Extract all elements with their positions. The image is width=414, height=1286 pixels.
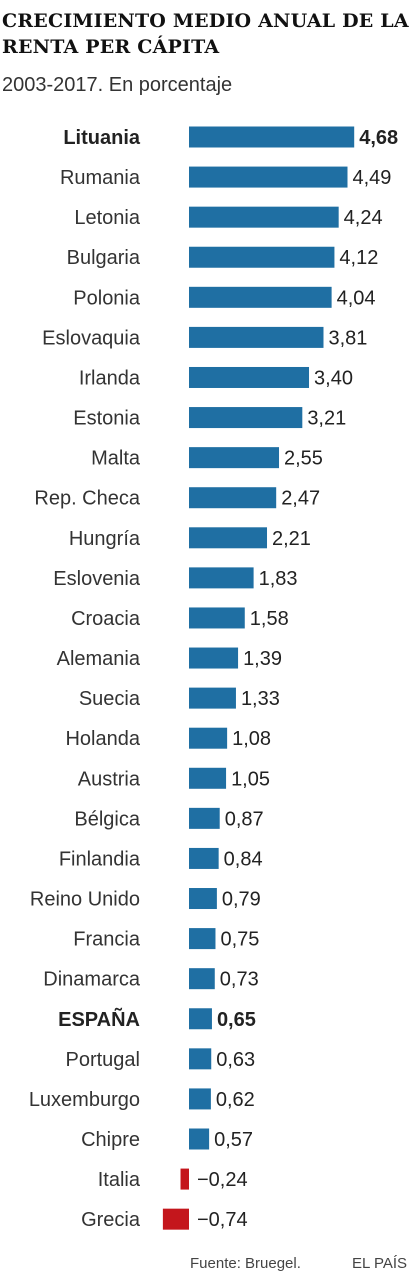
category-label-austria: Austria — [78, 768, 141, 790]
bar-austria — [189, 767, 227, 789]
value-label-belgica: 0,87 — [225, 808, 264, 830]
category-label-grecia: Grecia — [81, 1209, 141, 1231]
bar-holanda — [189, 727, 228, 749]
value-label-rep-checa: 2,47 — [281, 488, 320, 510]
chart-subtitle: 2003-2017. En porcentaje — [2, 74, 233, 96]
bar-portugal — [189, 1048, 212, 1070]
bar-francia — [189, 928, 216, 950]
bar-letonia — [189, 206, 339, 228]
bar-dinamarca — [189, 968, 215, 990]
category-label-bulgaria: Bulgaria — [67, 247, 141, 269]
source-note: Fuente: Bruegel. — [190, 1255, 301, 1272]
value-label-croacia: 1,58 — [250, 608, 289, 630]
category-label-luxemburgo: Luxemburgo — [29, 1089, 140, 1111]
category-label-holanda: Holanda — [65, 728, 140, 750]
value-label-malta: 2,55 — [284, 448, 323, 470]
value-label-lituania: 4,68 — [359, 127, 398, 149]
value-label-austria: 1,05 — [231, 768, 270, 790]
value-label-italia: −0,24 — [197, 1169, 248, 1191]
value-label-polonia: 4,04 — [337, 287, 376, 309]
value-label-chipre: 0,57 — [214, 1129, 253, 1151]
value-label-portugal: 0,63 — [216, 1049, 255, 1071]
category-label-hungria: Hungría — [69, 528, 141, 550]
bar-reino-unido — [189, 888, 217, 910]
category-label-malta: Malta — [91, 448, 141, 470]
category-label-croacia: Croacia — [71, 608, 141, 630]
bar-malta — [189, 447, 280, 469]
category-label-lituania: Lituania — [63, 127, 141, 149]
bar-irlanda — [189, 366, 310, 388]
category-label-belgica: Bélgica — [74, 808, 140, 830]
value-label-rumania: 4,49 — [352, 167, 391, 189]
value-label-reino-unido: 0,79 — [222, 889, 261, 911]
bar-estonia — [189, 407, 303, 429]
value-label-dinamarca: 0,73 — [220, 969, 259, 991]
bar-espana — [189, 1008, 212, 1030]
value-label-hungria: 2,21 — [272, 528, 311, 550]
bar-bulgaria — [189, 246, 335, 268]
category-label-eslovenia: Eslovenia — [53, 568, 141, 590]
bar-eslovaquia — [189, 326, 324, 348]
bar-rep-checa — [189, 487, 277, 509]
bar-suecia — [189, 687, 236, 709]
value-label-holanda: 1,08 — [232, 728, 271, 750]
value-label-alemania: 1,39 — [243, 648, 282, 670]
category-label-chipre: Chipre — [81, 1129, 140, 1151]
category-label-rep-checa: Rep. Checa — [34, 488, 140, 510]
value-label-finlandia: 0,84 — [224, 848, 263, 870]
bar-eslovenia — [189, 567, 254, 589]
category-label-alemania: Alemania — [57, 648, 141, 670]
value-label-eslovenia: 1,83 — [259, 568, 298, 590]
value-label-estonia: 3,21 — [307, 408, 346, 430]
bar-luxemburgo — [189, 1088, 211, 1110]
value-label-eslovaquia: 3,81 — [328, 327, 367, 349]
value-label-irlanda: 3,40 — [314, 367, 353, 389]
bar-chipre — [189, 1128, 210, 1150]
bar-rumania — [189, 166, 348, 188]
category-label-dinamarca: Dinamarca — [43, 969, 141, 991]
bar-belgica — [189, 807, 220, 829]
value-label-suecia: 1,33 — [241, 688, 280, 710]
value-label-francia: 0,75 — [220, 929, 259, 951]
value-label-luxemburgo: 0,62 — [216, 1089, 255, 1111]
publisher-brand: EL PAÍS — [352, 1255, 408, 1272]
category-label-italia: Italia — [98, 1169, 141, 1191]
category-label-letonia: Letonia — [74, 207, 140, 229]
chart-title: CRECIMIENTO MEDIO ANUAL DE LA RENTA PER … — [2, 10, 409, 58]
category-label-rumania: Rumania — [60, 167, 141, 189]
category-label-francia: Francia — [73, 929, 141, 951]
bar-croacia — [189, 607, 245, 629]
bar-grecia — [162, 1208, 189, 1230]
value-label-espana: 0,65 — [217, 1009, 256, 1031]
bar-italia — [180, 1168, 189, 1190]
value-label-letonia: 4,24 — [344, 207, 383, 229]
category-label-irlanda: Irlanda — [79, 367, 141, 389]
bar-lituania — [189, 126, 355, 148]
value-label-bulgaria: 4,12 — [339, 247, 378, 269]
category-label-finlandia: Finlandia — [59, 848, 141, 870]
bar-alemania — [189, 647, 239, 669]
value-label-grecia: −0,74 — [197, 1209, 248, 1231]
category-label-suecia: Suecia — [79, 688, 141, 710]
bar-hungria — [189, 527, 268, 549]
category-label-estonia: Estonia — [73, 408, 141, 430]
category-label-portugal: Portugal — [66, 1049, 141, 1071]
category-label-polonia: Polonia — [73, 287, 141, 309]
bar-polonia — [189, 286, 332, 308]
category-label-eslovaquia: Eslovaquia — [42, 327, 141, 349]
bar-finlandia — [189, 847, 219, 869]
category-label-espana: ESPAÑA — [58, 1008, 140, 1031]
category-label-reino-unido: Reino Unido — [30, 889, 140, 911]
